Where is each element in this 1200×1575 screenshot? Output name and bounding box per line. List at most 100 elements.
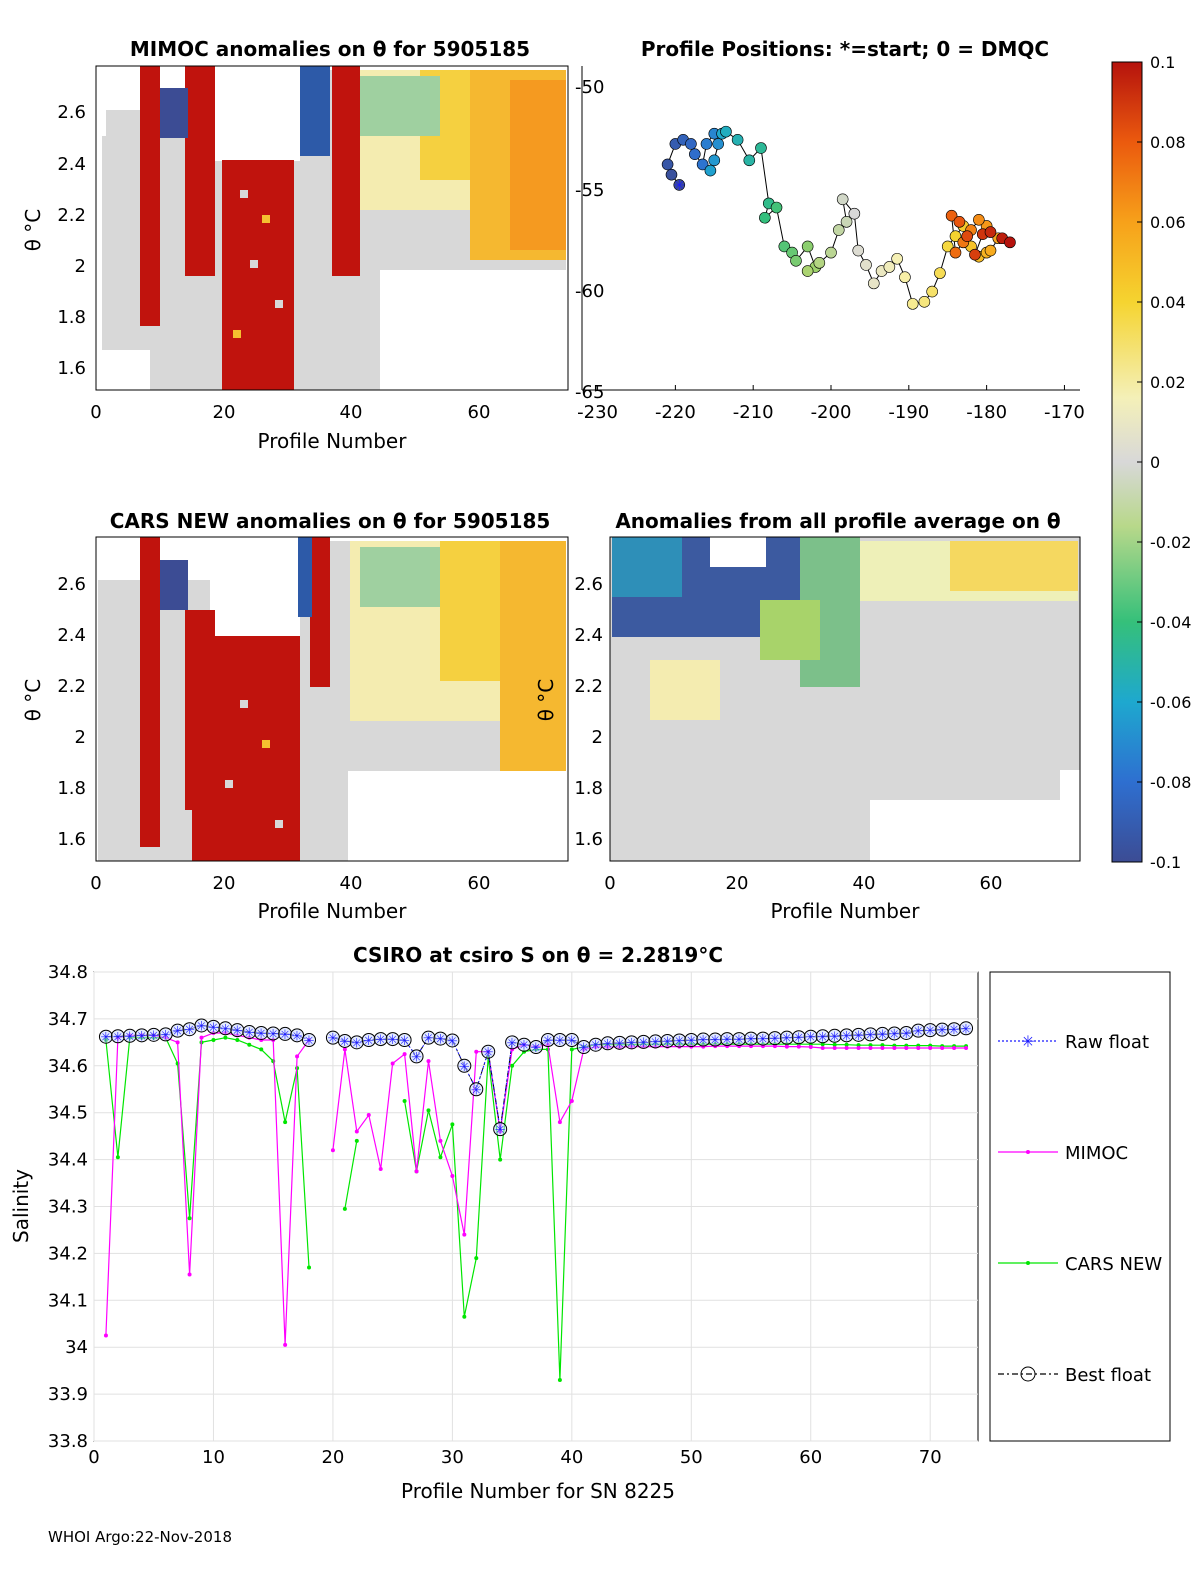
raw-float-point: ✳: [877, 1028, 888, 1043]
tick-label: 0: [604, 873, 615, 894]
best-float-point: [959, 1021, 974, 1036]
legend-mimoc: MIMOC: [998, 1143, 1128, 1164]
raw-float-point: ✳: [435, 1033, 446, 1048]
mimoc-point: [796, 1044, 801, 1049]
cars-point: [820, 1042, 825, 1047]
mimoc-point: [283, 1342, 288, 1347]
mimoc-point: [784, 1044, 789, 1049]
profile-point: [712, 138, 724, 150]
best-float-point: [409, 1049, 424, 1064]
salinity-ylabel: Salinity: [9, 1169, 33, 1243]
tick-label: 0: [90, 402, 101, 423]
raw-float-point: ✳: [244, 1026, 255, 1041]
tick-label: 33.9: [48, 1384, 88, 1405]
profile-point: [918, 296, 931, 308]
tick-label: 34.2: [48, 1243, 88, 1264]
profile-point: [840, 216, 853, 228]
mimoc-point: [450, 1174, 455, 1179]
mimoc-point: [462, 1232, 467, 1237]
profile-point: [770, 201, 783, 214]
tick-label: 1.6: [574, 829, 603, 850]
average-panel: Anomalies from all profile average on θ …: [534, 509, 1081, 923]
colorbar-tick-label: -0.02: [1150, 533, 1191, 552]
raw-float-point: ✳: [662, 1035, 673, 1050]
mimoc-point: [414, 1169, 419, 1174]
colorbar-ticks: 0.1 0.08 0.06 0.04 0.02 0 -0.02 -0.04 -0.06 -0.08…: [1137, 53, 1191, 872]
tick-label: 34.8: [48, 962, 88, 983]
raw-float-point: ✳: [841, 1029, 852, 1044]
tick-label: 1.8: [57, 307, 86, 328]
profile-point: [852, 244, 865, 257]
best-float-point: [397, 1033, 412, 1048]
tick-label: 34.3: [48, 1197, 88, 1218]
raw-float-point: ✳: [674, 1034, 685, 1049]
salinity-legend: ✳ Raw float MIMOC CARS NEW Best float: [989, 971, 1171, 1442]
profile-point: [825, 246, 837, 259]
raw-float-point: ✳: [112, 1030, 123, 1045]
profile-point: [984, 226, 997, 238]
profile-point: [700, 138, 713, 150]
profile-point: [984, 244, 997, 257]
cars-point: [223, 1035, 228, 1040]
mimoc-point: [772, 1044, 777, 1049]
profile-point: [949, 246, 962, 259]
mimoc-point: [390, 1061, 395, 1066]
salinity-x-ticks: 0 10 20 30 40 50 60 70: [88, 1447, 941, 1468]
tick-label: 34.7: [48, 1009, 88, 1030]
raw-float-point: ✳: [889, 1027, 900, 1042]
cars-point: [569, 1047, 574, 1052]
cars-ylabel: θ °C: [21, 679, 45, 722]
profile-point: [689, 148, 701, 160]
profile-point: [661, 158, 674, 171]
mimoc-point: [928, 1045, 933, 1050]
raw-float-point: ✳: [304, 1034, 315, 1049]
tick-label: 34.5: [48, 1103, 88, 1124]
raw-float-point: ✳: [148, 1029, 159, 1044]
tick-label: 2.2: [57, 205, 86, 226]
mimoc-point: [426, 1059, 431, 1064]
mimoc-point: [569, 1098, 574, 1103]
tick-label: 30: [441, 1447, 464, 1468]
tick-label: 1.6: [57, 829, 86, 850]
mimoc-x-ticks: 0 20 40 60: [90, 402, 490, 423]
cars-point: [462, 1314, 467, 1319]
mimoc-panel: MIMOC anomalies on θ for 5905185: [21, 37, 569, 453]
mimoc-point: [964, 1045, 969, 1050]
legend-label: Best float: [1065, 1365, 1151, 1386]
mimoc-point: [856, 1045, 861, 1050]
positions-title: Profile Positions: *=start; 0 = DMQC: [641, 37, 1049, 61]
raw-float-point: ✳: [853, 1029, 864, 1044]
raw-float-point: ✳: [399, 1034, 410, 1049]
raw-float-point: ✳: [710, 1034, 721, 1049]
mimoc-point: [880, 1045, 885, 1050]
best-float-point: [529, 1040, 543, 1055]
raw-float-point: ✳: [459, 1060, 470, 1075]
mimoc-point: [438, 1138, 443, 1143]
raw-float-point: ✳: [268, 1027, 279, 1042]
legend-label: Raw float: [1065, 1032, 1149, 1053]
average-title: Anomalies from all profile average on θ: [615, 509, 1060, 533]
raw-float-point: ✳: [124, 1030, 135, 1045]
raw-float-point: ✳: [781, 1032, 792, 1047]
average-y-ticks: 2.6 2.4 2.2 2 1.8 1.6: [574, 574, 603, 850]
profile-point: [953, 216, 966, 228]
cars-point: [510, 1063, 515, 1068]
cars-point: [342, 1206, 347, 1211]
colorbar-tick-label: 0.06: [1150, 213, 1186, 232]
colorbar-tick-label: 0.04: [1150, 293, 1186, 312]
colorbar-tick-label: -0.1: [1150, 853, 1181, 872]
tick-label: -230: [577, 402, 618, 423]
cars-y-ticks: 2.6 2.4 2.2 2 1.8 1.6: [57, 574, 86, 850]
tick-label: 20: [213, 873, 236, 894]
cars-point: [307, 1265, 312, 1270]
asterisk-icon: ✳: [1021, 1032, 1034, 1051]
raw-float-point: ✳: [805, 1031, 816, 1046]
profile-point: [665, 168, 678, 181]
profile-point: [906, 298, 919, 310]
raw-float-point: ✳: [542, 1034, 553, 1049]
raw-float-point: ✳: [471, 1083, 482, 1098]
cars-point: [880, 1043, 885, 1048]
cars-panel: CARS NEW anomalies on θ for 5905185 2.6: [21, 509, 569, 923]
tick-label: 2: [75, 727, 86, 748]
